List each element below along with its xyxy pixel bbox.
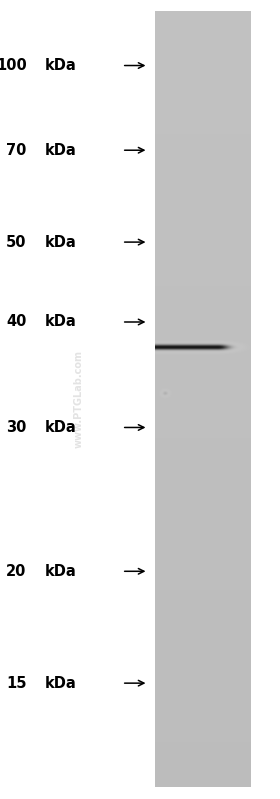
Text: kDa: kDa <box>45 676 77 690</box>
Text: 30: 30 <box>6 420 27 435</box>
Text: 100: 100 <box>0 58 27 73</box>
Text: kDa: kDa <box>45 143 77 157</box>
Text: kDa: kDa <box>45 564 77 578</box>
Text: 50: 50 <box>6 235 27 249</box>
Text: kDa: kDa <box>45 58 77 73</box>
Text: 40: 40 <box>6 315 27 329</box>
Text: 15: 15 <box>6 676 27 690</box>
Text: kDa: kDa <box>45 235 77 249</box>
Text: 70: 70 <box>6 143 27 157</box>
Text: kDa: kDa <box>45 315 77 329</box>
Text: 20: 20 <box>6 564 27 578</box>
Text: kDa: kDa <box>45 420 77 435</box>
Text: www.PTGLab.com: www.PTGLab.com <box>73 351 83 448</box>
